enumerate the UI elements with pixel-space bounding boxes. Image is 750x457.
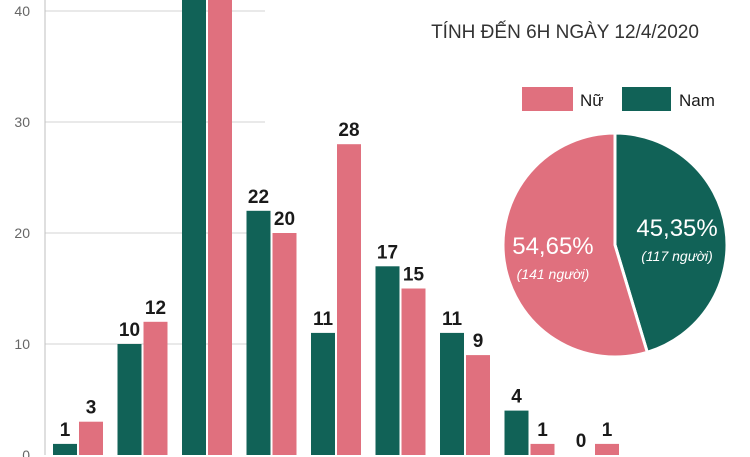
bar-value-label: 22 [248, 187, 269, 208]
bar-female [79, 421, 103, 455]
bar-female [208, 0, 232, 456]
y-tick-label: 20 [14, 225, 30, 241]
bar-male [117, 344, 142, 455]
bar-value-label: 17 [377, 242, 398, 263]
y-tick-label: 10 [14, 336, 30, 352]
bar-female [595, 443, 619, 455]
bar-value-label: 9 [473, 331, 484, 352]
bar-male [246, 210, 271, 455]
bar-male [53, 443, 77, 455]
y-tick-label: 40 [14, 3, 30, 19]
y-tick-label: 30 [14, 114, 30, 130]
bar-value-label: 28 [338, 120, 359, 141]
bar-male [375, 266, 400, 455]
pie-count-label: (117 người) [641, 248, 713, 264]
bar-value-label: 15 [403, 265, 425, 286]
chart-subtitle: TÍNH ĐẾN 6H NGÀY 12/4/2020 [431, 21, 699, 43]
legend-swatch-female [522, 87, 573, 111]
bar-value-label: 20 [274, 209, 295, 230]
bar-value-label: 4 [511, 387, 522, 408]
bar-value-label: 0 [576, 431, 587, 452]
pie-slice-male [613, 131, 729, 355]
legend-label-male: Nam [679, 91, 715, 110]
bar-male [440, 332, 464, 455]
bar-value-label: 1 [537, 420, 548, 441]
legend: Nữ Nam [522, 87, 715, 111]
pie-chart [501, 131, 729, 359]
legend-label-female: Nữ [580, 91, 604, 110]
pie-labels: 45,35% (117 người) 54,65% (141 người) [512, 215, 718, 282]
bar-value-label: 1 [602, 420, 613, 441]
bar-male [311, 332, 335, 455]
pie-slice-female [501, 131, 650, 359]
y-tick-label: 0 [22, 447, 30, 457]
bar-value-label: 1 [60, 420, 71, 441]
bar-value-label: 3 [86, 398, 97, 419]
bar-female [337, 144, 361, 455]
pie-percent-label: 54,65% [512, 233, 593, 260]
bars [53, 0, 619, 456]
bar-female [530, 443, 555, 455]
bar-value-label: 11 [442, 309, 463, 330]
bar-female [401, 288, 426, 455]
legend-swatch-male [622, 87, 671, 111]
pie-count-label: (141 người) [517, 266, 590, 282]
bar-female [143, 321, 168, 455]
bar-female [466, 355, 490, 455]
bar-value-label: 10 [119, 320, 140, 341]
bar-value-label: 12 [145, 298, 166, 319]
pie-percent-label: 45,35% [636, 215, 717, 242]
y-axis-ticks: 0 10 20 30 40 [14, 3, 30, 457]
bar-male [182, 0, 206, 456]
bar-value-label: 11 [313, 309, 334, 330]
bar-male [504, 410, 529, 455]
bar-female [272, 233, 297, 455]
